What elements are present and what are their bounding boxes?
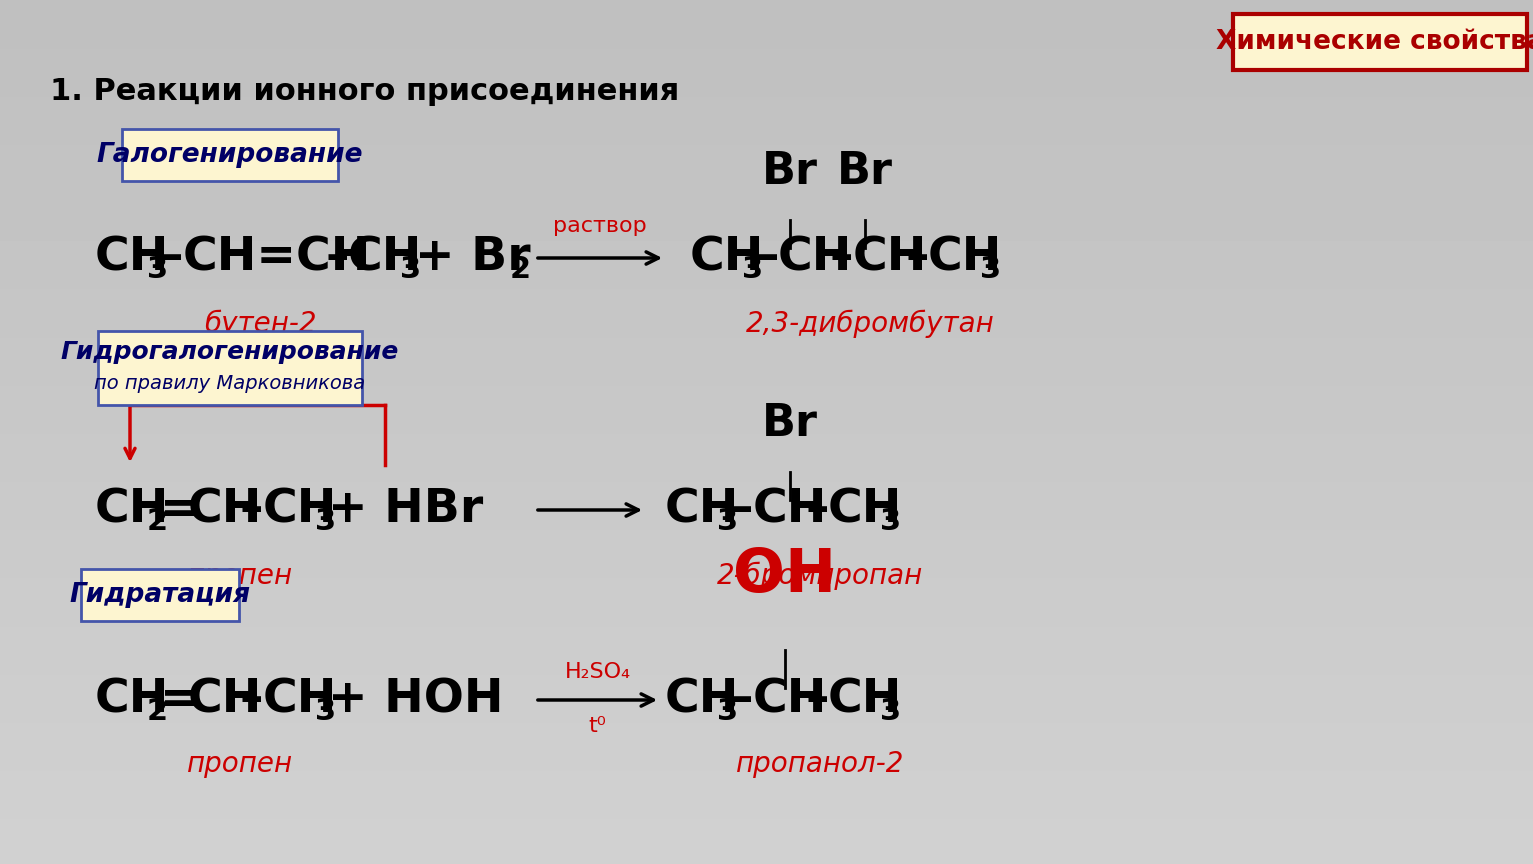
Text: 2: 2	[147, 507, 169, 537]
Text: CH: CH	[690, 236, 765, 281]
Text: –: –	[241, 487, 264, 532]
Text: по правилу Марковникова: по правилу Марковникова	[95, 374, 366, 393]
Text: 3: 3	[880, 507, 901, 537]
Text: CH: CH	[852, 236, 927, 281]
Text: Гидратация: Гидратация	[69, 582, 250, 608]
Text: –: –	[730, 487, 754, 532]
Text: бутен-2: бутен-2	[204, 310, 316, 339]
Text: пропен: пропен	[187, 750, 293, 778]
Text: 3: 3	[400, 256, 422, 284]
Text: Br: Br	[762, 402, 819, 445]
Text: –: –	[829, 236, 854, 281]
Text: –: –	[754, 236, 779, 281]
Text: + Br: + Br	[415, 236, 530, 281]
Text: 2: 2	[510, 256, 530, 284]
Text: CH: CH	[264, 677, 337, 722]
Text: CH: CH	[189, 677, 262, 722]
Text: –: –	[325, 236, 348, 281]
Text: CH: CH	[95, 487, 169, 532]
Text: пропен: пропен	[187, 562, 293, 590]
Text: 1. Реакции ионного присоединения: 1. Реакции ионного присоединения	[51, 78, 679, 106]
Text: CH: CH	[189, 487, 262, 532]
Text: CH=CH: CH=CH	[182, 236, 371, 281]
Text: =: =	[159, 677, 199, 722]
Text: Br: Br	[762, 150, 819, 193]
Text: + HOH: + HOH	[328, 677, 503, 722]
Text: 3: 3	[717, 697, 737, 727]
Text: Химические свойства: Химические свойства	[1216, 29, 1533, 55]
FancyBboxPatch shape	[98, 331, 362, 405]
Text: 3: 3	[314, 507, 336, 537]
Text: CH: CH	[753, 487, 828, 532]
Text: CH: CH	[264, 487, 337, 532]
Text: CH: CH	[828, 487, 903, 532]
Text: –: –	[241, 677, 264, 722]
Text: Br: Br	[837, 150, 894, 193]
Text: –: –	[904, 236, 929, 281]
Text: CH: CH	[348, 236, 423, 281]
Text: 3: 3	[742, 256, 763, 284]
Text: H₂SO₄: H₂SO₄	[564, 662, 630, 682]
Text: 3: 3	[314, 697, 336, 727]
Text: 3: 3	[880, 697, 901, 727]
Text: раствор: раствор	[553, 216, 647, 236]
Text: –: –	[159, 236, 184, 281]
Text: t⁰: t⁰	[589, 716, 607, 736]
Text: 2: 2	[147, 697, 169, 727]
Text: + HBr: + HBr	[328, 487, 483, 532]
FancyBboxPatch shape	[81, 569, 239, 621]
Text: CH: CH	[665, 487, 739, 532]
Text: 2,3-дибромбутан: 2,3-дибромбутан	[745, 310, 995, 339]
Text: CH: CH	[779, 236, 852, 281]
Text: CH: CH	[95, 236, 169, 281]
Text: –: –	[805, 487, 828, 532]
Text: Гидрогалогенирование: Гидрогалогенирование	[61, 340, 399, 365]
Text: Галогенирование: Галогенирование	[97, 142, 363, 168]
Text: CH: CH	[927, 236, 1003, 281]
Text: 2-бромпропан: 2-бромпропан	[717, 562, 923, 590]
Text: CH: CH	[665, 677, 739, 722]
FancyBboxPatch shape	[1233, 14, 1527, 70]
Text: CH: CH	[753, 677, 828, 722]
Text: 3: 3	[980, 256, 1001, 284]
Text: CH: CH	[95, 677, 169, 722]
Text: CH: CH	[828, 677, 903, 722]
Text: –: –	[805, 677, 828, 722]
Text: 3: 3	[147, 256, 169, 284]
Text: 3: 3	[717, 507, 737, 537]
Text: пропанол-2: пропанол-2	[736, 750, 904, 778]
Text: –: –	[730, 677, 754, 722]
FancyBboxPatch shape	[121, 129, 339, 181]
Text: OH: OH	[733, 546, 837, 605]
Text: =: =	[159, 487, 199, 532]
